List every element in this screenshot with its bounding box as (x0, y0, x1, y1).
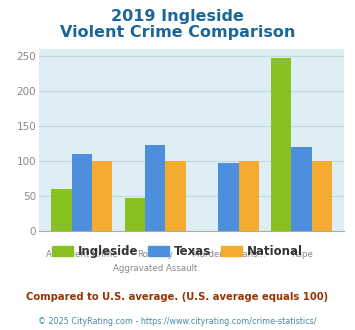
Bar (239, 161, 259, 231)
Text: Murder & Mans...: Murder & Mans... (192, 250, 265, 259)
Text: 2019 Ingleside: 2019 Ingleside (111, 9, 244, 24)
Bar (125, 198, 145, 231)
Bar (145, 145, 165, 231)
Bar (271, 58, 291, 231)
Bar (218, 163, 239, 231)
Text: Rape: Rape (291, 250, 312, 259)
Legend: Ingleside, Texas, National: Ingleside, Texas, National (48, 241, 307, 263)
Bar (72, 153, 92, 231)
Text: All Violent Crime: All Violent Crime (46, 250, 118, 259)
Text: Violent Crime Comparison: Violent Crime Comparison (60, 25, 295, 40)
Bar (291, 147, 312, 231)
Bar (51, 189, 72, 231)
Text: © 2025 CityRating.com - https://www.cityrating.com/crime-statistics/: © 2025 CityRating.com - https://www.city… (38, 317, 317, 326)
Bar (312, 161, 332, 231)
Bar (92, 161, 112, 231)
Text: Aggravated Assault: Aggravated Assault (113, 264, 197, 273)
Bar (165, 161, 186, 231)
Text: Robbery: Robbery (137, 250, 173, 259)
Text: Compared to U.S. average. (U.S. average equals 100): Compared to U.S. average. (U.S. average … (26, 292, 329, 302)
